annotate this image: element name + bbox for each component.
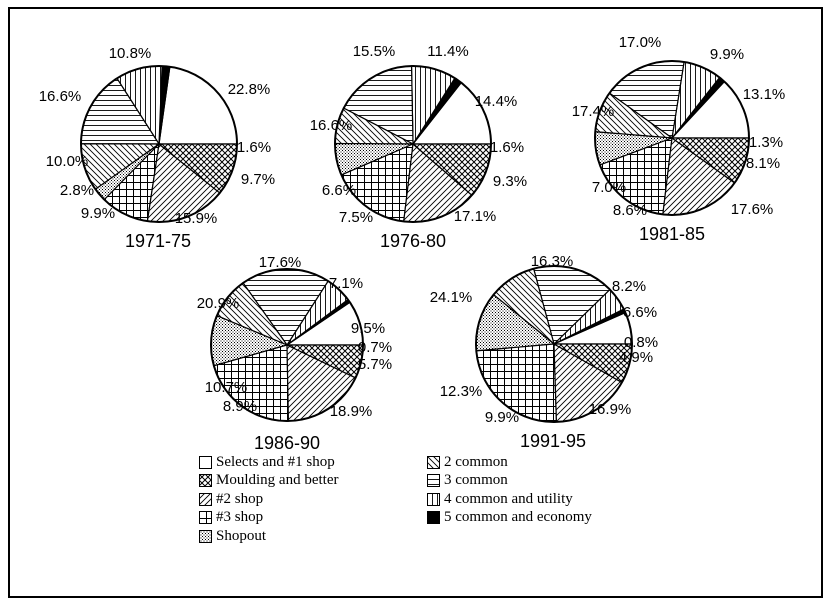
legend-swatch-diag-right [199, 492, 212, 506]
period-label: 1986-90 [254, 433, 320, 453]
slice-value-label: 10.0% [46, 153, 89, 170]
slice-value-label: 10.8% [109, 45, 152, 62]
slice-value-label: 8.9% [223, 398, 257, 415]
legend-label: 3 common [444, 472, 508, 489]
slice-value-label: 7.0% [592, 179, 626, 196]
pie-1976-80: 14.4% 1.6% 9.3% 17.1% 7.5% 6.6% 16.6% 15.5% 11.4… [310, 43, 527, 251]
slice-value-label: 13.1% [743, 86, 786, 103]
legend-label: #3 shop [216, 509, 264, 526]
slice-value-label: 7.5% [339, 209, 373, 226]
slice-value-label: 16.6% [39, 88, 82, 105]
slice-value-label: 17.0% [619, 34, 662, 51]
slice-value-label: 9.9% [710, 46, 744, 63]
slice-value-label: 8.1% [746, 155, 780, 172]
legend-label: 2 common [444, 453, 508, 470]
slice-value-label: 11.4% [427, 43, 468, 60]
period-label: 1971-75 [125, 231, 191, 251]
slice-value-label: 8.6% [613, 202, 647, 219]
pie-slice-selects-and-1-shop [158, 66, 238, 145]
slice-value-label: 1.3% [749, 134, 783, 151]
pie-outline [475, 265, 633, 423]
slice-value-label: 16.6% [310, 117, 353, 134]
slice-value-label: 4.9% [619, 349, 653, 366]
period-label: 1981-85 [639, 224, 705, 244]
pie-outline [334, 65, 492, 223]
legend-item-5-common-economy: 5 common and economy [427, 509, 592, 528]
legend-label: 4 common and utility [444, 490, 573, 507]
legend-item-shopout: Shopout [199, 527, 338, 546]
slice-value-label: 1.6% [490, 139, 524, 156]
legend-item-2-common: 2 common [427, 453, 592, 472]
slice-value-label: 17.6% [731, 201, 774, 218]
legend-item-3-shop: #3 shop [199, 509, 338, 528]
pie-1986-90: 9.5% 0.7%5.7% 18.9% 8.9% 10.7% 20.9% 17.6% 7.1%… [197, 254, 392, 453]
slice-value-label: 15.5% [353, 43, 396, 60]
legend-swatch-grid [199, 511, 212, 525]
legend-label: Moulding and better [216, 472, 339, 489]
slice-value-label: 22.8% [228, 81, 271, 98]
slice-value-label: 1.6% [237, 139, 271, 156]
slice-value-label: 20.9% [197, 295, 240, 312]
slice-value-label: 17.6% [259, 254, 302, 271]
period-label: 1991-95 [520, 431, 586, 451]
legend-swatch-black [427, 511, 440, 525]
legend-item-moulding-better: Moulding and better [199, 472, 338, 491]
legend-label: Shopout [216, 527, 267, 544]
slice-value-label: 12.3% [440, 383, 483, 400]
slice-value-label: 0.8% [624, 334, 658, 351]
slice-value-label: 24.1% [430, 289, 473, 306]
legend-label: 5 common and economy [444, 509, 592, 526]
slice-value-label: 9.5% [351, 320, 385, 337]
legend-item-4-common-utility: 4 common and utility [427, 490, 592, 509]
slice-value-label: 9.9% [485, 409, 519, 426]
legend-label: Selects and #1 shop [216, 453, 335, 470]
legend-swatch-diag-left [427, 455, 440, 469]
slice-value-label: 16.3% [531, 253, 574, 270]
slice-value-label: 17.1% [454, 208, 497, 225]
slice-value-label: 15.9% [175, 210, 218, 227]
legend: Selects and #1 shop Moulding and better … [199, 453, 719, 563]
slice-value-label: 18.9% [330, 403, 373, 420]
legend-swatch-dots [199, 529, 212, 543]
slice-value-label: 7.1% [329, 275, 363, 292]
pie-1981-85: 13.1% 1.3% 8.1% 17.6% 8.6% 7.0% 17.4% 17.0% 9.9%… [572, 34, 786, 244]
legend-item-2-shop: #2 shop [199, 490, 338, 509]
slice-value-label: 5.7% [358, 356, 392, 373]
slice-value-label: 9.7% [241, 171, 275, 188]
pie-1971-75: 22.8% 1.6% 9.7% 15.9% 9.9% 2.8% 10.0% 16.6% 10.8… [39, 45, 275, 251]
legend-swatch-horizontal [427, 474, 440, 488]
legend-item-selects-1-shop: Selects and #1 shop [199, 453, 338, 472]
slice-value-label: 10.7% [205, 379, 248, 396]
legend-label: #2 shop [216, 490, 264, 507]
legend-column-left: Selects and #1 shop Moulding and better … [199, 453, 338, 546]
legend-swatch-white [199, 455, 212, 469]
slice-value-label: 17.4% [572, 103, 615, 120]
pie-outline [80, 65, 238, 223]
slice-value-label: 9.3% [493, 173, 527, 190]
legend-item-3-common: 3 common [427, 472, 592, 491]
period-label: 1976-80 [380, 231, 446, 251]
legend-column-right: 2 common 3 common 4 common and utility 5… [427, 453, 592, 527]
slice-value-label: 14.4% [475, 93, 518, 110]
legend-swatch-crosshatch [199, 474, 212, 488]
pie-outline [210, 268, 364, 422]
slice-value-label: 9.9% [81, 205, 115, 222]
slice-value-label: 8.2% [612, 278, 646, 295]
slice-value-label: 6.6% [623, 304, 657, 321]
pie-1991-95: 6.6% 0.8%4.9% 16.9% 9.9%12.3% 24.1% 16.3% 8.2%… [430, 253, 658, 451]
pie-outline [594, 60, 750, 216]
slice-value-label: 2.8% [60, 182, 94, 199]
slice-value-label: 0.7% [358, 339, 392, 356]
slice-value-label: 6.6% [322, 182, 356, 199]
slice-value-label: 16.9% [589, 401, 632, 418]
legend-swatch-vertical [427, 492, 440, 506]
